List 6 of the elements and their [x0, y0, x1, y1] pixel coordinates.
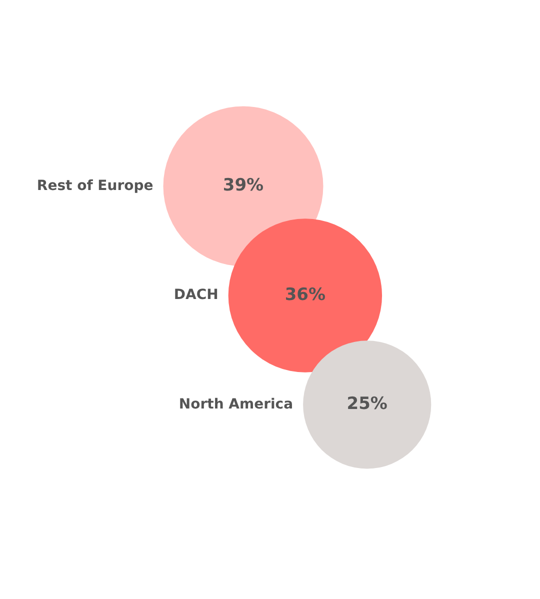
data-label: 39%	[222, 176, 264, 196]
category-label: Rest of Europe	[36, 178, 154, 194]
data-label: 36%	[284, 284, 326, 305]
data-label: 25%	[346, 394, 388, 414]
category-label: North America	[178, 396, 294, 412]
category-label: DACH	[174, 287, 218, 304]
